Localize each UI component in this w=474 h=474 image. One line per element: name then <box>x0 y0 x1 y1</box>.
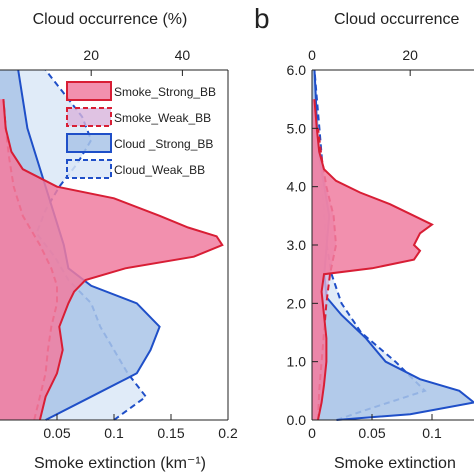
panel-b-y-tick-label: 5.0 <box>287 120 307 136</box>
panel-b-top-tick-label: 20 <box>402 47 418 63</box>
panel-a-smoke-strong-line <box>2 99 224 421</box>
panel-b-y-tick-label: 3.0 <box>287 237 307 253</box>
panel-a-bottom-tick-label: 0.05 <box>43 425 70 441</box>
panel-a-top-tick-label: 40 <box>175 47 191 63</box>
panel-a-top-tick-label: 20 <box>83 47 99 63</box>
panel-a-bottom-tick-label: 0.1 <box>104 425 124 441</box>
panel-b-y-tick-label: 0.0 <box>287 412 307 428</box>
panel-a-plot-area <box>0 69 224 421</box>
legend-swatch-smoke-weak <box>66 107 112 127</box>
panel-b-top-axis-title: Cloud occurrence <box>334 11 460 28</box>
legend-label-cloud-strong: Cloud _Strong_BB <box>114 137 213 151</box>
panel-a-top-axis-title: Cloud occurrence (%) <box>33 11 188 28</box>
panel-b-top-tick-label: 0 <box>308 47 316 63</box>
panel-b-bottom-tick-label: 0.05 <box>358 425 385 441</box>
panel-a-bottom-tick-label: 0.2 <box>218 425 238 441</box>
panel-b-y-tick-label: 6.0 <box>287 62 307 78</box>
panel-a-bottom-tick-label: 0.15 <box>157 425 184 441</box>
panel-b-letter: b <box>254 3 270 34</box>
panel-b: b Cloud occurrence 0 20 0 0.05 0.1 0.0 1.0 2.0 3… <box>254 3 474 472</box>
legend-swatch-smoke-strong <box>66 81 112 101</box>
panel-b-bottom-tick-label: 0 <box>308 425 316 441</box>
panel-b-ticks: 0 20 0 0.05 0.1 0.0 1.0 2.0 3.0 4.0 5.0 6.0 <box>287 47 442 441</box>
panel-a: Cloud occurrence (%) 20 400.05 0.1 0.15 0.2 … <box>0 11 238 472</box>
panel-b-y-tick-label: 1.0 <box>287 354 307 370</box>
legend-swatch-cloud-weak <box>66 159 112 179</box>
legend-swatch-cloud-strong <box>66 133 112 153</box>
legend-label-smoke-strong: Smoke_Strong_BB <box>114 85 216 99</box>
panel-a-ticks: 20 40 0.05 0.1 0.15 0.2 <box>43 47 238 441</box>
panel-b-bottom-tick-label: 0.1 <box>422 425 442 441</box>
panel-b-smoke-strong-area <box>312 99 432 420</box>
legend-label-cloud-weak: Cloud_Weak_BB <box>114 163 205 177</box>
panel-b-bottom-axis-title: Smoke extinction <box>334 455 456 472</box>
legend-label-smoke-weak: Smoke_Weak_BB <box>114 111 211 125</box>
panel-a-legend: Smoke_Strong_BB Smoke_Weak_BB Cloud _Str… <box>66 81 216 179</box>
panel-b-y-tick-label: 2.0 <box>287 295 307 311</box>
panel-b-y-tick-label: 4.0 <box>287 179 307 195</box>
panel-b-plot-area <box>312 69 474 421</box>
panel-b-cloud-strong-area <box>312 70 474 420</box>
panel-a-smoke-strong-area <box>0 99 223 420</box>
panel-a-bottom-axis-title: Smoke extinction (km⁻¹) <box>34 455 206 472</box>
panel-b-smoke-strong-line <box>313 99 434 421</box>
